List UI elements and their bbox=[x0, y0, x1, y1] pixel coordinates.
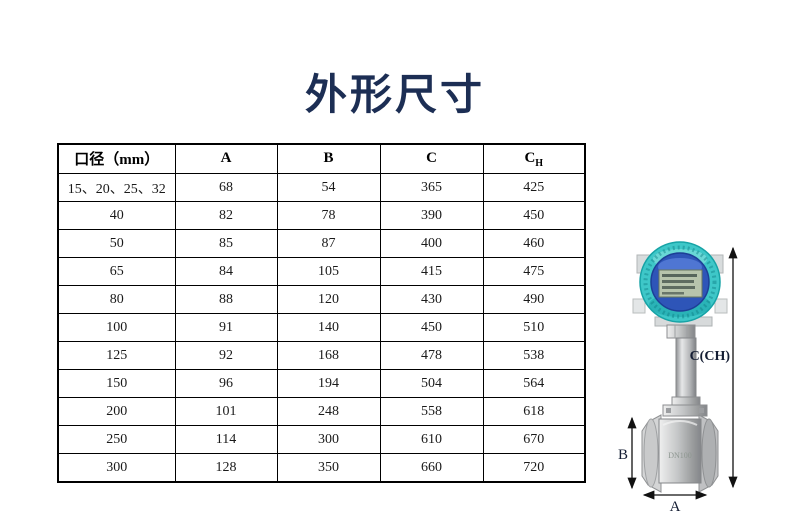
flowmeter-head bbox=[639, 241, 721, 323]
table-cell: 558 bbox=[379, 397, 484, 426]
table-row: 150 96 194 504 564 bbox=[57, 369, 586, 398]
table-header-row: 口径（mm） A B C CH bbox=[57, 143, 586, 174]
table-cell: 82 bbox=[174, 201, 278, 230]
table-cell: 504 bbox=[379, 369, 484, 398]
table-header: 口径（mm） A B C CH bbox=[57, 143, 586, 174]
table-cell: 50 bbox=[57, 229, 176, 258]
dimension-label-body-height: B bbox=[618, 447, 628, 463]
table-cell: 475 bbox=[482, 257, 586, 286]
table-row: 50 85 87 400 460 bbox=[57, 229, 586, 258]
dimension-table: 口径（mm） A B C CH 15、20、25、32 68 54 365 425 40 8… bbox=[57, 143, 586, 483]
device-marking: DN100 bbox=[668, 451, 692, 460]
table-cell: 400 bbox=[379, 229, 484, 258]
body-cylinder bbox=[658, 418, 702, 484]
head-tab-right bbox=[714, 298, 728, 314]
dimension-arrows bbox=[627, 246, 738, 500]
table-row: 40 82 78 390 450 bbox=[57, 201, 586, 230]
table-cell: 610 bbox=[379, 425, 484, 454]
table-cell: 80 bbox=[57, 285, 176, 314]
page-title: 外形尺寸 bbox=[304, 71, 485, 119]
dimension-label-total-height: C(CH) bbox=[690, 349, 731, 364]
table-cell: 15、20、25、32 bbox=[57, 173, 176, 202]
table-cell: 390 bbox=[379, 201, 484, 230]
rim-embossed-text bbox=[643, 245, 717, 319]
table-cell: 350 bbox=[276, 453, 381, 483]
stem bbox=[662, 324, 708, 417]
table-cell: 660 bbox=[379, 453, 484, 483]
table-cell: 365 bbox=[379, 173, 484, 202]
stem-base bbox=[662, 404, 708, 417]
flowmeter-photo: DN100 C(CH) B A bbox=[618, 241, 738, 515]
table-body: 15、20、25、32 68 54 365 425 40 82 78 390 450 50 85 87 4… bbox=[57, 173, 586, 483]
table-cell: 96 bbox=[174, 369, 278, 398]
table-cell: 415 bbox=[379, 257, 484, 286]
table-cell: 88 bbox=[174, 285, 278, 314]
table-cell: 140 bbox=[276, 313, 381, 342]
header-a: A bbox=[174, 143, 278, 174]
table-row: 100 91 140 450 510 bbox=[57, 313, 586, 342]
table-cell: 40 bbox=[57, 201, 176, 230]
table-cell: 490 bbox=[482, 285, 586, 314]
table-cell: 65 bbox=[57, 257, 176, 286]
table-cell: 450 bbox=[379, 313, 484, 342]
table-cell: 460 bbox=[482, 229, 586, 258]
header-ch: CH bbox=[482, 143, 586, 174]
table-cell: 300 bbox=[276, 425, 381, 454]
table-cell: 128 bbox=[174, 453, 278, 483]
table-cell: 720 bbox=[482, 453, 586, 483]
header-diameter: 口径（mm） bbox=[57, 143, 176, 174]
table-cell: 200 bbox=[57, 397, 176, 426]
table-cell: 450 bbox=[482, 201, 586, 230]
table-cell: 100 bbox=[57, 313, 176, 342]
table-cell: 114 bbox=[174, 425, 278, 454]
table-cell: 168 bbox=[276, 341, 381, 370]
table-cell: 120 bbox=[276, 285, 381, 314]
table-cell: 87 bbox=[276, 229, 381, 258]
table-row: 65 84 105 415 475 bbox=[57, 257, 586, 286]
head-tab-left bbox=[632, 298, 646, 314]
table-row: 200 101 248 558 618 bbox=[57, 397, 586, 426]
table-cell: 194 bbox=[276, 369, 381, 398]
table-cell: 150 bbox=[57, 369, 176, 398]
table-cell: 92 bbox=[174, 341, 278, 370]
table-cell: 105 bbox=[276, 257, 381, 286]
table-cell: 564 bbox=[482, 369, 586, 398]
table-cell: 430 bbox=[379, 285, 484, 314]
table-cell: 425 bbox=[482, 173, 586, 202]
table-cell: 85 bbox=[174, 229, 278, 258]
table-cell: 618 bbox=[482, 397, 586, 426]
header-c: C bbox=[379, 143, 484, 174]
table-cell: 300 bbox=[57, 453, 176, 483]
table-row: 250 114 300 610 670 bbox=[57, 425, 586, 454]
table-row: 125 92 168 478 538 bbox=[57, 341, 586, 370]
flowmeter-body: DN100 bbox=[641, 414, 719, 493]
dimension-label-body-width: A bbox=[670, 499, 681, 515]
table-cell: 478 bbox=[379, 341, 484, 370]
table-cell: 670 bbox=[482, 425, 586, 454]
header-b: B bbox=[276, 143, 381, 174]
table-cell: 538 bbox=[482, 341, 586, 370]
table-row: 300 128 350 660 720 bbox=[57, 453, 586, 483]
table-cell: 84 bbox=[174, 257, 278, 286]
table-cell: 250 bbox=[57, 425, 176, 454]
table-cell: 101 bbox=[174, 397, 278, 426]
table-cell: 510 bbox=[482, 313, 586, 342]
table-row: 15、20、25、32 68 54 365 425 bbox=[57, 173, 586, 202]
table-cell: 248 bbox=[276, 397, 381, 426]
flowmeter-figure: DN100 C(CH) B A bbox=[615, 225, 790, 525]
table-cell: 78 bbox=[276, 201, 381, 230]
table-row: 80 88 120 430 490 bbox=[57, 285, 586, 314]
stem-collar bbox=[671, 396, 701, 406]
table-cell: 68 bbox=[174, 173, 278, 202]
table-cell: 125 bbox=[57, 341, 176, 370]
lcd-display bbox=[658, 269, 703, 298]
table-cell: 91 bbox=[174, 313, 278, 342]
table-cell: 54 bbox=[276, 173, 381, 202]
hex-fitting bbox=[666, 324, 696, 339]
